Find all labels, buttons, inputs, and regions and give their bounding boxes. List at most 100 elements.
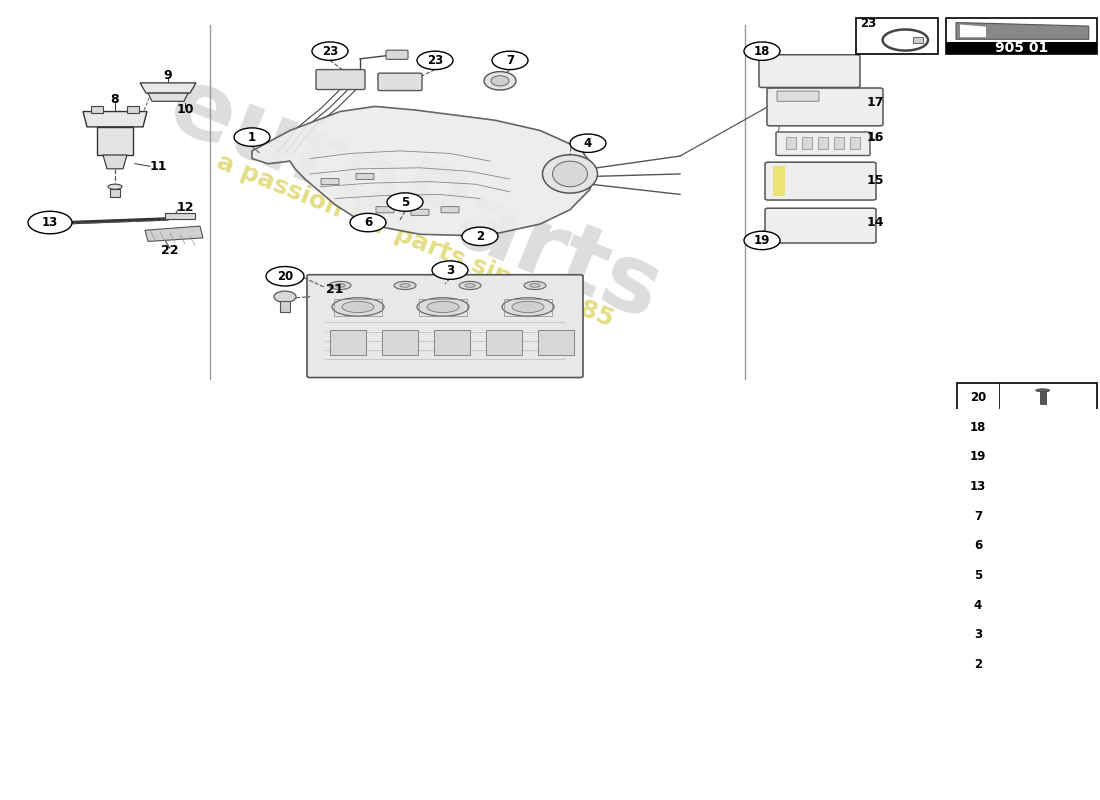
Ellipse shape bbox=[542, 154, 597, 193]
Text: 4: 4 bbox=[584, 137, 592, 150]
Ellipse shape bbox=[1037, 541, 1058, 551]
Bar bbox=[330, 330, 366, 354]
Ellipse shape bbox=[274, 291, 296, 302]
Text: 12: 12 bbox=[176, 201, 194, 214]
Text: 6: 6 bbox=[364, 216, 372, 229]
Bar bbox=[957, 382, 1097, 679]
Polygon shape bbox=[960, 25, 986, 38]
Text: 15: 15 bbox=[867, 174, 883, 186]
Bar bbox=[786, 137, 796, 150]
Ellipse shape bbox=[1037, 422, 1058, 432]
Text: 3: 3 bbox=[974, 628, 982, 642]
Polygon shape bbox=[103, 155, 127, 169]
Ellipse shape bbox=[524, 282, 546, 290]
Ellipse shape bbox=[108, 184, 122, 190]
Ellipse shape bbox=[1043, 425, 1053, 430]
Text: 5: 5 bbox=[974, 569, 982, 582]
Text: 13: 13 bbox=[970, 480, 986, 493]
Text: 4: 4 bbox=[974, 598, 982, 612]
Ellipse shape bbox=[1037, 482, 1058, 492]
Text: 7: 7 bbox=[974, 510, 982, 522]
Text: 17: 17 bbox=[867, 96, 883, 109]
FancyBboxPatch shape bbox=[764, 162, 876, 200]
Text: 18: 18 bbox=[970, 421, 986, 434]
Text: 2: 2 bbox=[974, 658, 982, 671]
Bar bbox=[126, 106, 139, 113]
Ellipse shape bbox=[329, 282, 351, 290]
Circle shape bbox=[462, 227, 498, 246]
Text: 20: 20 bbox=[970, 391, 986, 404]
Polygon shape bbox=[956, 22, 1089, 39]
Ellipse shape bbox=[484, 72, 516, 90]
Circle shape bbox=[312, 42, 348, 60]
Bar bbox=[504, 299, 552, 316]
Text: 21: 21 bbox=[327, 282, 343, 295]
Text: 9: 9 bbox=[164, 70, 173, 82]
Circle shape bbox=[570, 134, 606, 153]
Circle shape bbox=[350, 214, 386, 232]
Bar bbox=[110, 189, 120, 197]
Text: 16: 16 bbox=[867, 130, 883, 144]
FancyBboxPatch shape bbox=[356, 174, 374, 179]
Text: 6: 6 bbox=[974, 539, 982, 552]
Text: 22: 22 bbox=[162, 244, 178, 257]
Text: 14: 14 bbox=[867, 216, 883, 229]
Text: 23: 23 bbox=[427, 54, 443, 67]
Bar bbox=[1054, 573, 1062, 578]
FancyBboxPatch shape bbox=[378, 73, 422, 90]
Ellipse shape bbox=[1052, 455, 1059, 459]
FancyBboxPatch shape bbox=[767, 88, 883, 126]
Circle shape bbox=[492, 51, 528, 70]
Text: 10: 10 bbox=[176, 103, 194, 117]
Bar bbox=[91, 106, 103, 113]
Ellipse shape bbox=[417, 298, 469, 316]
Bar bbox=[419, 299, 468, 316]
Text: 1: 1 bbox=[248, 130, 256, 144]
Text: 13: 13 bbox=[42, 216, 58, 229]
Bar bbox=[834, 137, 844, 150]
Bar bbox=[97, 127, 133, 155]
Bar bbox=[1040, 391, 1046, 404]
Bar bbox=[538, 330, 574, 354]
Ellipse shape bbox=[1053, 514, 1063, 518]
Circle shape bbox=[432, 261, 468, 279]
Text: a passion for parts since 1985: a passion for parts since 1985 bbox=[213, 150, 617, 331]
Ellipse shape bbox=[1033, 454, 1055, 461]
FancyBboxPatch shape bbox=[411, 210, 429, 215]
Bar bbox=[382, 330, 418, 354]
Bar bbox=[334, 299, 382, 316]
Text: 19: 19 bbox=[970, 450, 986, 463]
Bar bbox=[946, 18, 1097, 54]
Ellipse shape bbox=[427, 302, 459, 313]
Bar bbox=[856, 18, 938, 54]
FancyBboxPatch shape bbox=[321, 178, 339, 185]
Polygon shape bbox=[148, 93, 188, 102]
Ellipse shape bbox=[1044, 662, 1052, 666]
FancyBboxPatch shape bbox=[441, 206, 459, 213]
Text: 11: 11 bbox=[150, 160, 167, 173]
Polygon shape bbox=[165, 214, 195, 219]
Text: 7: 7 bbox=[506, 54, 514, 67]
Ellipse shape bbox=[342, 302, 374, 313]
Ellipse shape bbox=[1037, 659, 1058, 670]
Ellipse shape bbox=[394, 282, 416, 290]
Ellipse shape bbox=[1044, 485, 1052, 489]
Polygon shape bbox=[145, 226, 204, 242]
FancyBboxPatch shape bbox=[776, 132, 870, 155]
Ellipse shape bbox=[332, 298, 384, 316]
Circle shape bbox=[266, 266, 304, 286]
Bar bbox=[280, 301, 290, 312]
FancyBboxPatch shape bbox=[777, 91, 820, 102]
Bar bbox=[913, 37, 923, 43]
Polygon shape bbox=[82, 111, 147, 127]
Text: 2: 2 bbox=[476, 230, 484, 243]
Polygon shape bbox=[1036, 630, 1059, 639]
Ellipse shape bbox=[530, 284, 540, 287]
Circle shape bbox=[744, 42, 780, 60]
Bar bbox=[818, 137, 828, 150]
Polygon shape bbox=[252, 106, 595, 235]
Ellipse shape bbox=[400, 284, 410, 287]
Text: 3: 3 bbox=[446, 264, 454, 277]
Circle shape bbox=[387, 193, 424, 211]
Ellipse shape bbox=[465, 284, 475, 287]
